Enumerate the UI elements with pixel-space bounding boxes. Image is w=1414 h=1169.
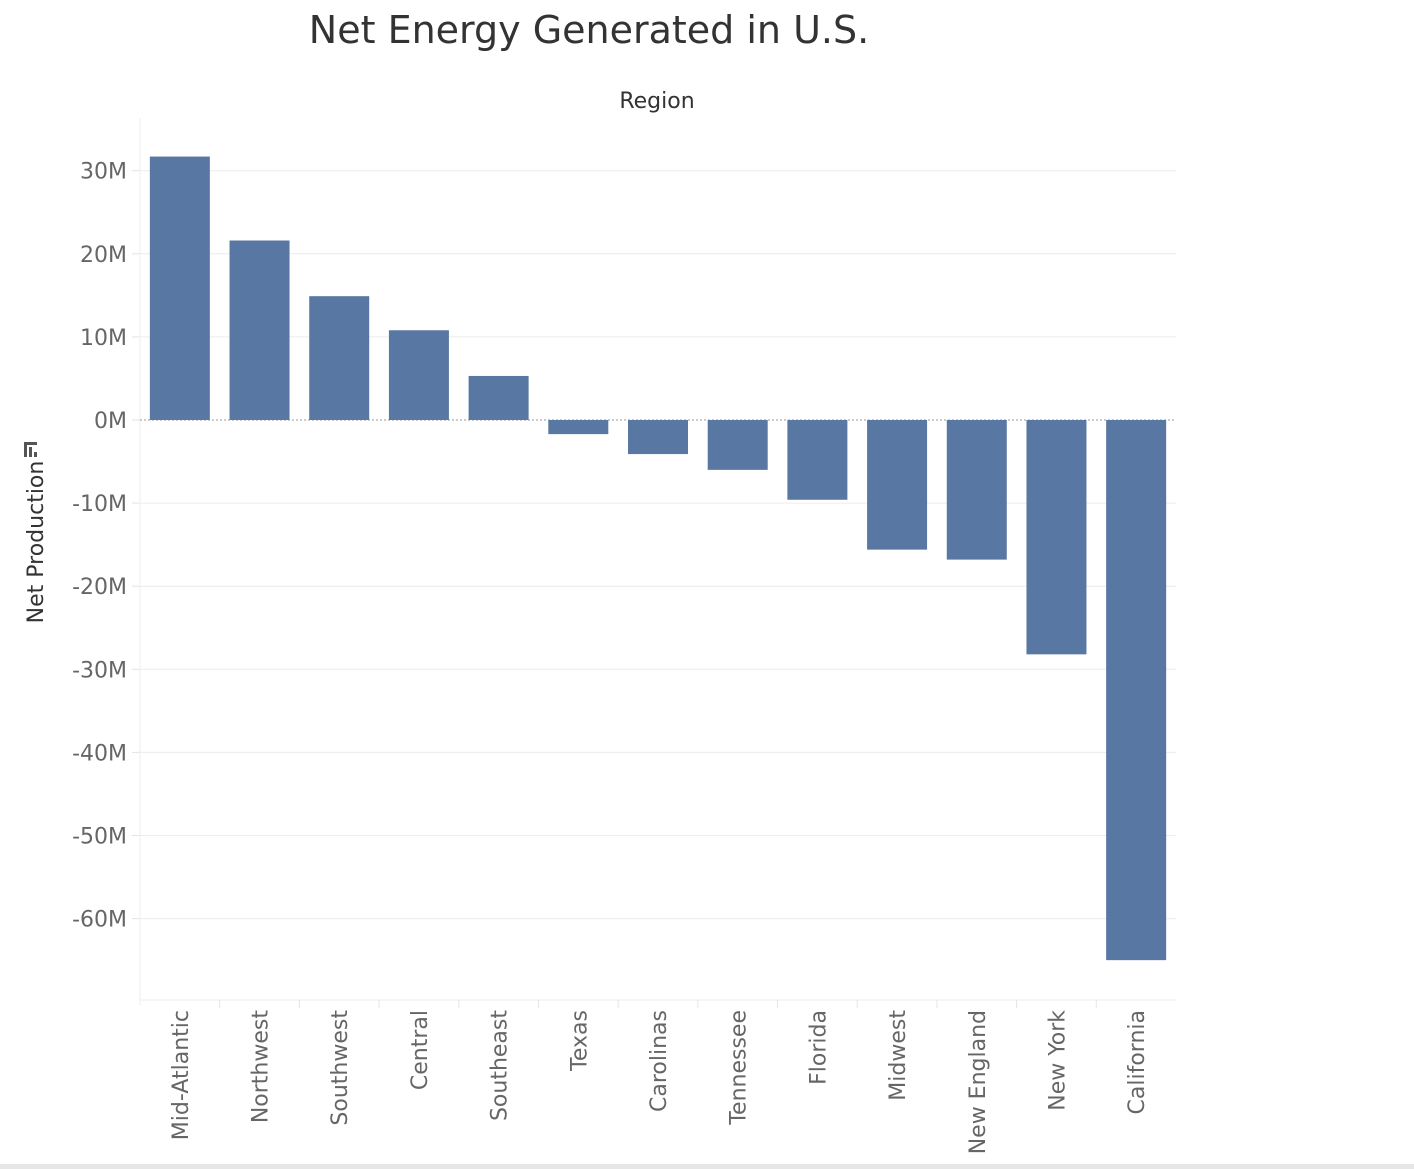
x-tick-label: Carolinas: [647, 1010, 672, 1112]
bar-central[interactable]: [388, 330, 449, 420]
y-axis-ticks: 30M 20M 10M 0M -10M -20M -30M -40M -50M -60M: [72, 160, 127, 933]
bottom-divider: [0, 1164, 1414, 1169]
x-tick-label: Florida: [806, 1010, 831, 1085]
bar-midwest[interactable]: [867, 420, 928, 550]
sort-icon[interactable]: [24, 442, 37, 457]
gridlines: [132, 118, 1176, 1005]
x-tick-label: New England: [966, 1010, 991, 1154]
bars: [149, 156, 1167, 961]
y-tick-label: 0M: [94, 409, 127, 434]
x-axis-ticks: Mid-Atlantic Northwest Southwest Central Sou…: [169, 1000, 1150, 1154]
y-tick-label: 20M: [80, 243, 127, 268]
bar-southeast[interactable]: [468, 375, 529, 420]
bar-mid-atlantic[interactable]: [149, 156, 210, 420]
y-tick-label: -20M: [72, 575, 127, 600]
bar-california[interactable]: [1106, 420, 1167, 961]
y-tick-label: -60M: [72, 908, 127, 933]
x-tick-label: Southeast: [488, 1010, 513, 1121]
bar-northwest[interactable]: [229, 240, 290, 420]
bar-southwest[interactable]: [309, 296, 370, 420]
x-tick-label: Northwest: [249, 1010, 274, 1124]
x-tick-label: Southwest: [328, 1010, 353, 1126]
x-tick-label: Mid-Atlantic: [169, 1010, 194, 1140]
x-tick-label: Texas: [567, 1010, 592, 1072]
chart-title: Net Energy Generated in U.S.: [308, 8, 870, 52]
y-tick-label: 10M: [80, 326, 127, 351]
bar-texas[interactable]: [548, 420, 609, 435]
x-tick-label: California: [1125, 1010, 1150, 1114]
x-axis-title: Region: [619, 89, 694, 114]
x-tick-label: Central: [408, 1010, 433, 1090]
y-axis-title: Net Production: [24, 461, 49, 624]
bar-new-england[interactable]: [946, 420, 1007, 560]
y-tick-label: -40M: [72, 741, 127, 766]
bar-carolinas[interactable]: [628, 420, 688, 455]
bar-tennessee[interactable]: [707, 420, 768, 470]
x-tick-label: Tennessee: [727, 1010, 752, 1126]
y-tick-label: -30M: [72, 658, 127, 683]
bar-new-york[interactable]: [1026, 420, 1087, 655]
x-tick-label: Midwest: [886, 1010, 911, 1101]
bar-florida[interactable]: [787, 420, 848, 500]
y-tick-label: -50M: [72, 825, 127, 850]
y-tick-label: 30M: [80, 160, 127, 185]
y-tick-label: -10M: [72, 492, 127, 517]
x-tick-label: New York: [1045, 1010, 1070, 1111]
